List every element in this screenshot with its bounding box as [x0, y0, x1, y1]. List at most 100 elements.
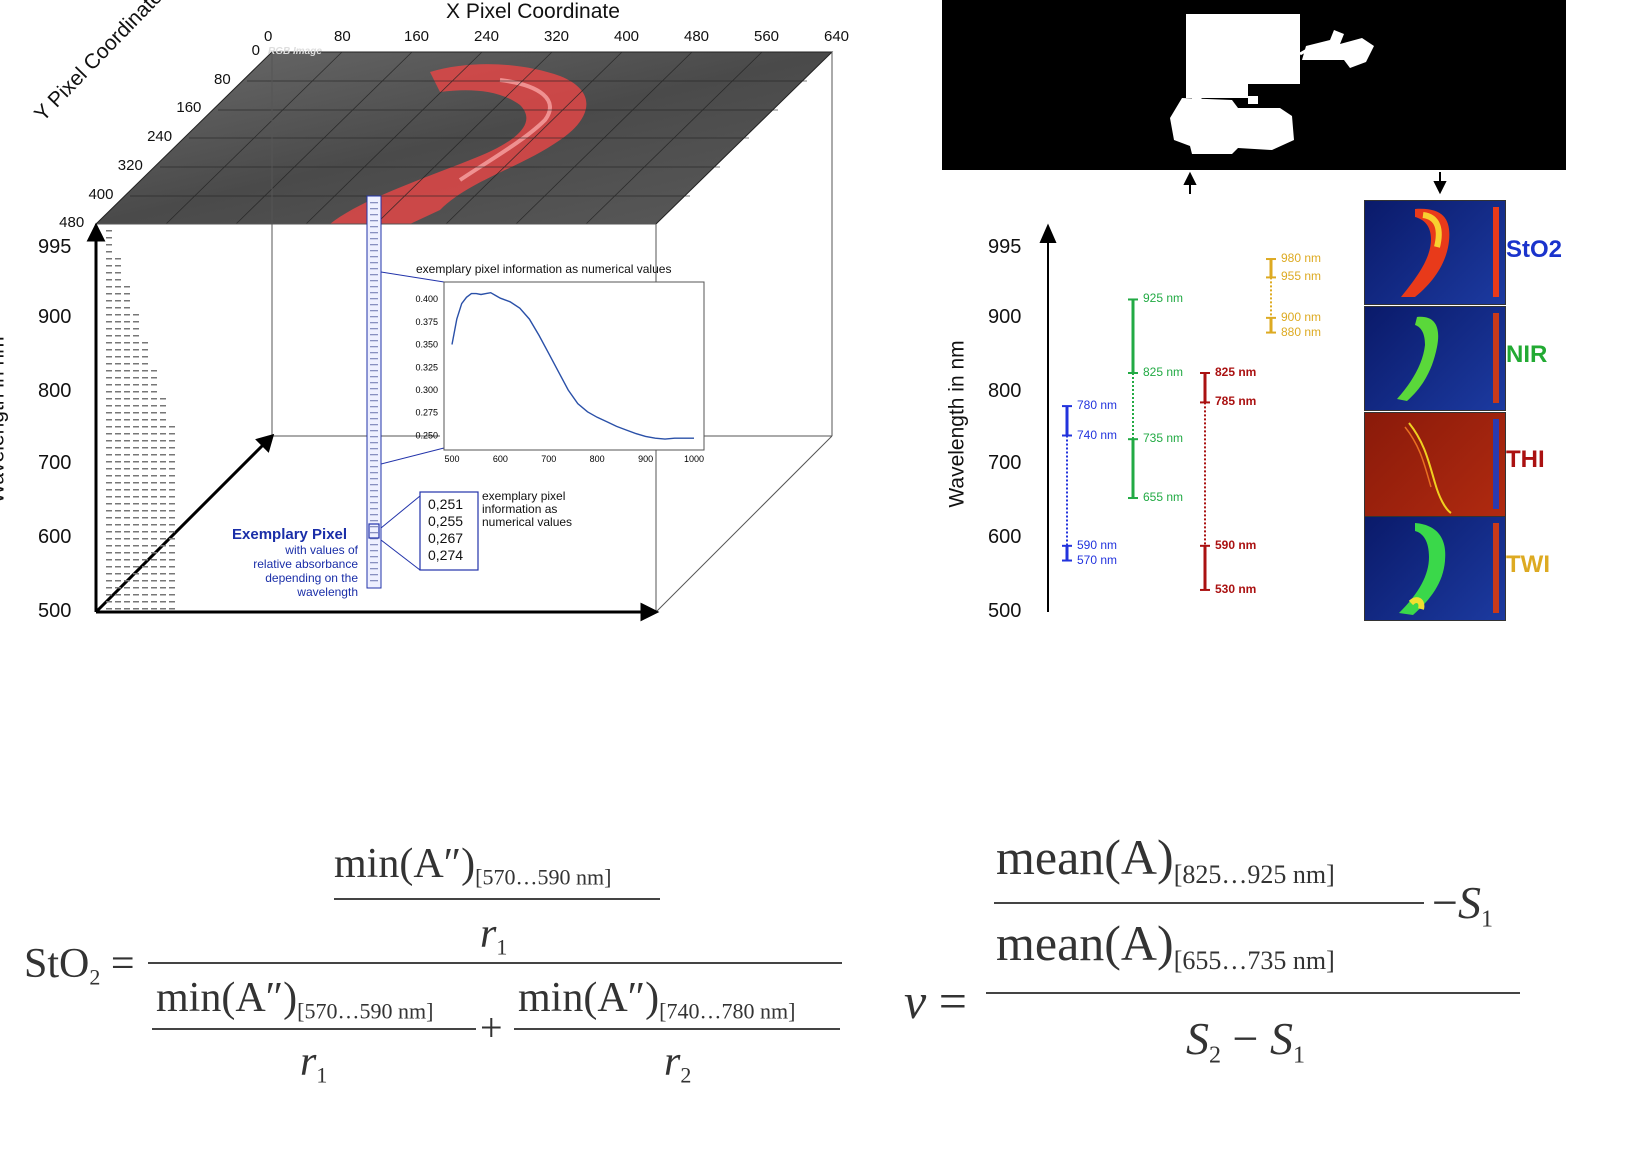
- texture-mark: [142, 454, 148, 456]
- texture-mark: [106, 356, 112, 358]
- texture-mark: [115, 559, 121, 561]
- texture-mark: [160, 433, 166, 435]
- inner-fraction-line: [994, 902, 1424, 904]
- texture-mark: [169, 510, 175, 512]
- tissue-highlight: [458, 78, 552, 182]
- texture-mark: [124, 433, 130, 435]
- texture-mark: [142, 461, 148, 463]
- texture-mark: [106, 524, 112, 526]
- texture-mark: [124, 573, 130, 575]
- texture-mark: [142, 503, 148, 505]
- texture-mark: [106, 384, 112, 386]
- texture-mark: [124, 293, 130, 295]
- texture-mark: [160, 426, 166, 428]
- texture-mark: [133, 370, 139, 372]
- texture-mark: [151, 398, 157, 400]
- bar-texture-mark: [370, 328, 378, 330]
- bar-texture-mark: [370, 400, 378, 402]
- texture-mark: [115, 594, 121, 596]
- texture-mark: [142, 559, 148, 561]
- texture-mark: [142, 510, 148, 512]
- texture-mark: [115, 566, 121, 568]
- texture-mark: [106, 419, 112, 421]
- texture-mark: [124, 517, 130, 519]
- range-label: 735 nm: [1143, 431, 1184, 446]
- texture-mark: [124, 587, 130, 589]
- texture-mark: [169, 447, 175, 449]
- texture-mark: [106, 328, 112, 330]
- texture-mark: [142, 517, 148, 519]
- texture-mark: [151, 503, 157, 505]
- sto2-num-fraction-line: [334, 898, 660, 900]
- texture-mark: [142, 412, 148, 414]
- texture-mark: [133, 440, 139, 442]
- texture-mark: [160, 538, 166, 540]
- x-tick-label: 320: [544, 28, 570, 45]
- index-label-nir: NIR: [1506, 341, 1548, 368]
- bar-texture-mark: [370, 346, 378, 348]
- texture-mark: [169, 489, 175, 491]
- texture-mark: [115, 363, 121, 365]
- texture-mark: [151, 608, 157, 610]
- texture-mark: [133, 384, 139, 386]
- texture-mark: [160, 496, 166, 498]
- texture-mark: [115, 517, 121, 519]
- sto2-formula: min(A″)[570…590 nm] r1 StO2 = min(A″)[57…: [0, 820, 880, 1120]
- texture-mark: [169, 580, 175, 582]
- texture-mark: [160, 482, 166, 484]
- z-axis-title: Wavelength in nm: [0, 336, 9, 504]
- texture-mark: [115, 475, 121, 477]
- y-tick-label: 320: [117, 156, 143, 174]
- texture-mark: [169, 594, 175, 596]
- texture-mark: [124, 377, 130, 379]
- texture-mark: [106, 601, 112, 603]
- bar-texture-mark: [370, 484, 378, 486]
- texture-mark: [124, 503, 130, 505]
- texture-mark: [133, 461, 139, 463]
- range-label: 780 nm: [1077, 398, 1118, 413]
- texture-mark: [115, 545, 121, 547]
- texture-mark: [169, 517, 175, 519]
- texture-mark: [124, 286, 130, 288]
- texture-mark: [106, 279, 112, 281]
- texture-mark: [133, 587, 139, 589]
- range-label: 530 nm: [1215, 581, 1257, 596]
- texture-mark: [160, 440, 166, 442]
- bar-texture-mark: [370, 466, 378, 468]
- texture-mark: [106, 398, 112, 400]
- texture-mark: [133, 321, 139, 323]
- texture-mark: [106, 454, 112, 456]
- texture-mark: [115, 342, 121, 344]
- values-box: [419, 491, 479, 571]
- texture-mark: [106, 587, 112, 589]
- rgb-image-label: RGB Image: [268, 46, 322, 57]
- texture-mark: [133, 405, 139, 407]
- texture-mark: [115, 538, 121, 540]
- texture-mark: [142, 587, 148, 589]
- texture-mark: [106, 580, 112, 582]
- sto2-num-r1: r1: [480, 911, 508, 960]
- texture-mark: [124, 426, 130, 428]
- texture-mark: [133, 363, 139, 365]
- index-z-tick-label: 900: [988, 306, 1022, 328]
- texture-mark: [124, 468, 130, 470]
- texture-mark: [142, 580, 148, 582]
- texture-mark: [106, 230, 112, 232]
- texture-mark: [169, 475, 175, 477]
- texture-mark: [133, 426, 139, 428]
- spectrum-y-tick: 0.300: [415, 385, 438, 395]
- sto2-den-r1: r1: [300, 1039, 328, 1088]
- x-tick-label: 0: [264, 28, 273, 45]
- z-tick-label: 500: [38, 600, 72, 622]
- texture-mark: [106, 426, 112, 428]
- bar-texture-mark: [370, 238, 378, 240]
- texture-mark: [133, 510, 139, 512]
- bar-texture-mark: [370, 382, 378, 384]
- texture-mark: [151, 384, 157, 386]
- bar-texture-mark: [370, 256, 378, 258]
- range-label: 785 nm: [1215, 394, 1257, 409]
- texture-mark: [133, 482, 139, 484]
- texture-mark: [142, 342, 148, 344]
- spectrum-y-tick: 0.400: [415, 294, 438, 304]
- index-z-tick-label: 500: [988, 600, 1022, 622]
